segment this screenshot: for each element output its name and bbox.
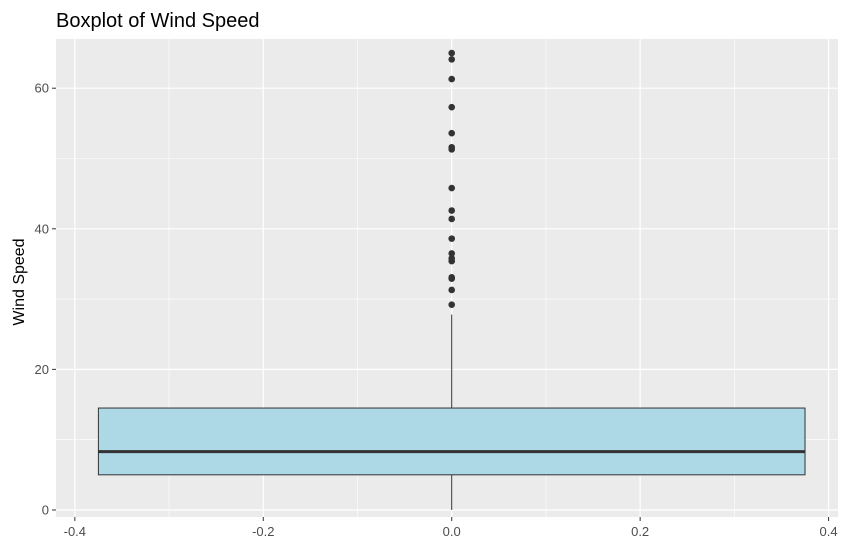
y-tick-label: 0 [42,502,49,517]
outlier-point [448,301,456,309]
x-tick-label: 0.4 [820,524,838,539]
y-axis-label: Wind Speed [11,238,28,325]
y-tick-label: 20 [35,362,49,377]
outlier-point [448,250,456,257]
outlier-points [448,49,456,309]
y-tick-label: 60 [35,81,49,96]
outlier-point [448,129,456,137]
y-tick-label: 40 [35,221,49,236]
chart-title: Boxplot of Wind Speed [56,10,259,32]
y-axis: 0 20 40 60 [35,81,56,517]
outlier-point [448,235,456,242]
outlier-point [448,255,456,262]
x-tick-label: 0.0 [443,524,461,539]
box-group [97,314,806,510]
outlier-point [448,49,456,57]
x-tick-label: 0.2 [631,524,649,539]
outlier-point [448,215,456,223]
x-axis: -0.4 -0.2 0.0 0.2 0.4 [64,517,838,539]
outlier-point [448,286,456,294]
outlier-point [448,207,456,214]
iqr-box [97,407,806,476]
outlier-point [448,56,456,63]
outlier-point [448,143,456,151]
x-tick-label: -0.4 [64,524,86,539]
outlier-point [448,273,456,281]
outlier-point [448,75,456,83]
outlier-point [448,103,456,111]
outlier-point [448,184,456,192]
x-tick-label: -0.2 [252,524,274,539]
